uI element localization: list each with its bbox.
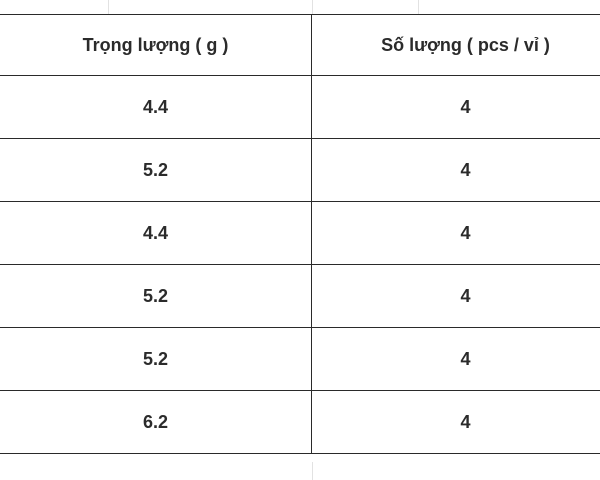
table-row: 6.2 4 (0, 390, 600, 454)
header-row: Trọng lượng ( g ) Số lượng ( pcs / vỉ ) (0, 14, 600, 76)
quantity-cell[interactable]: 4 (311, 264, 600, 328)
gridline (418, 0, 419, 14)
gridline (312, 462, 313, 480)
table-row: 5.2 4 (0, 138, 600, 202)
gridline (108, 0, 109, 14)
table-row: 5.2 4 (0, 327, 600, 391)
quantity-cell[interactable]: 4 (311, 75, 600, 139)
weight-cell[interactable]: 5.2 (0, 138, 312, 202)
header-quantity[interactable]: Số lượng ( pcs / vỉ ) (311, 14, 600, 76)
quantity-cell[interactable]: 4 (311, 390, 600, 454)
weight-cell[interactable]: 4.4 (0, 75, 312, 139)
weight-quantity-table: Trọng lượng ( g ) Số lượng ( pcs / vỉ ) … (0, 14, 600, 454)
quantity-cell[interactable]: 4 (311, 201, 600, 265)
gridline (312, 0, 313, 14)
weight-cell[interactable]: 4.4 (0, 201, 312, 265)
table-row: 5.2 4 (0, 264, 600, 328)
quantity-cell[interactable]: 4 (311, 138, 600, 202)
weight-cell[interactable]: 5.2 (0, 327, 312, 391)
gridlines-top (0, 0, 600, 14)
gridlines-bottom (0, 462, 600, 480)
quantity-cell[interactable]: 4 (311, 327, 600, 391)
table-row: 4.4 4 (0, 201, 600, 265)
header-weight[interactable]: Trọng lượng ( g ) (0, 14, 312, 76)
table-row: 4.4 4 (0, 75, 600, 139)
weight-cell[interactable]: 6.2 (0, 390, 312, 454)
weight-cell[interactable]: 5.2 (0, 264, 312, 328)
